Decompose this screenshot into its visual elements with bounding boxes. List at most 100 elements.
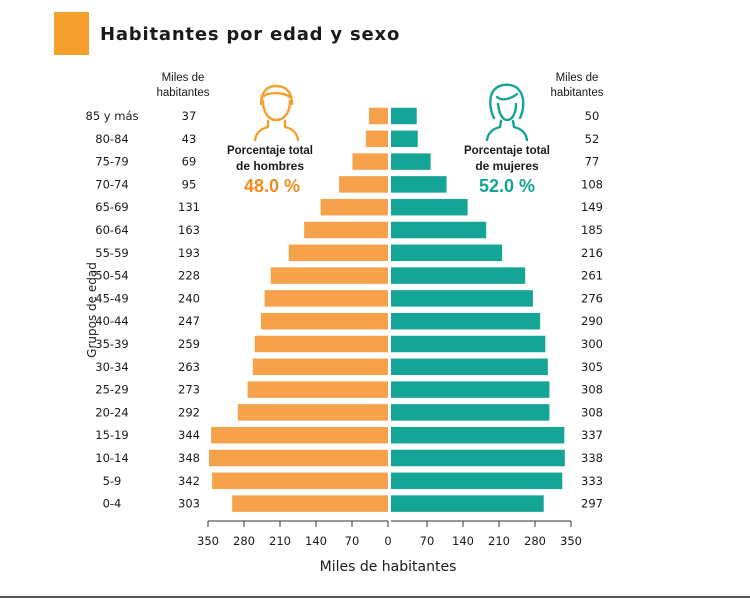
- value-label-women: 149: [581, 200, 603, 214]
- value-label-men: 228: [178, 269, 200, 283]
- bar-women: [391, 176, 447, 193]
- age-group-label: 0-4: [103, 497, 122, 511]
- x-tick-label: 70: [420, 534, 435, 548]
- value-label-men: 303: [178, 497, 200, 511]
- value-label-men: 193: [178, 246, 200, 260]
- value-label-men: 163: [178, 223, 200, 237]
- age-group-label: 60-64: [95, 223, 128, 237]
- value-label-women: 338: [581, 451, 603, 465]
- bar-women: [391, 381, 550, 398]
- bar-women: [391, 267, 526, 284]
- bar-men: [304, 221, 388, 239]
- left-unit-label-line1: Miles de: [162, 72, 205, 84]
- bar-men: [320, 198, 388, 216]
- value-label-men: 43: [182, 132, 197, 146]
- bar-men: [368, 107, 388, 125]
- bar-men: [212, 472, 388, 490]
- x-axis-title: Miles de habitantes: [320, 559, 457, 575]
- value-label-women: 337: [581, 428, 603, 442]
- bar-women: [391, 107, 417, 125]
- bar-men: [270, 267, 388, 284]
- value-label-women: 77: [585, 155, 600, 169]
- bar-men: [365, 130, 388, 148]
- value-label-women: 261: [581, 269, 603, 283]
- x-tick-label: 280: [233, 534, 255, 548]
- bar-women: [391, 130, 418, 148]
- men-percent: 48.0 %: [244, 176, 300, 196]
- age-group-label: 85 y más: [86, 109, 139, 123]
- bar-women: [391, 426, 565, 444]
- age-group-label: 15-19: [95, 428, 128, 442]
- age-group-label: 80-84: [95, 132, 128, 146]
- age-group-label: 55-59: [95, 246, 128, 260]
- value-label-men: 273: [178, 383, 200, 397]
- age-group-label: 30-34: [95, 360, 128, 374]
- age-group-label: 10-14: [95, 451, 128, 465]
- value-label-women: 290: [581, 314, 603, 328]
- bar-men: [252, 358, 388, 376]
- value-label-women: 52: [585, 132, 600, 146]
- value-label-men: 69: [182, 155, 197, 169]
- bar-women: [391, 290, 533, 307]
- bar-women: [391, 244, 503, 262]
- age-group-label: 40-44: [95, 314, 128, 328]
- value-label-women: 300: [581, 337, 603, 351]
- page-title: Habitantes por edad y sexo: [100, 24, 401, 45]
- value-label-men: 344: [178, 428, 200, 442]
- age-group-label: 20-24: [95, 405, 128, 419]
- age-group-label: 5-9: [103, 474, 122, 488]
- bar-men: [232, 495, 388, 512]
- age-group-label: 25-29: [95, 383, 128, 397]
- woman-icon: [485, 83, 529, 142]
- value-label-women: 308: [581, 383, 603, 397]
- age-group-label: 65-69: [95, 200, 128, 214]
- value-label-women: 216: [581, 246, 603, 260]
- x-tick-label: 350: [197, 534, 219, 548]
- x-tick-label: 140: [305, 534, 327, 548]
- bar-men: [260, 312, 388, 330]
- value-label-men: 240: [178, 291, 200, 305]
- title-color-square: [54, 12, 89, 55]
- value-label-men: 292: [178, 405, 200, 419]
- value-label-men: 95: [182, 177, 197, 191]
- bottom-divider: [0, 596, 750, 598]
- women-caption-line1: Porcentaje total: [464, 143, 550, 157]
- x-tick-label: 0: [384, 534, 391, 548]
- men-caption-line1: Porcentaje total: [227, 143, 313, 157]
- y-axis-title: Grupos de edad: [85, 262, 99, 358]
- bar-men: [264, 290, 388, 307]
- value-label-women: 276: [581, 291, 603, 305]
- bar-women: [391, 449, 565, 467]
- value-label-men: 348: [178, 451, 200, 465]
- x-tick-label: 280: [524, 534, 546, 548]
- bar-women: [391, 472, 563, 490]
- bar-women: [391, 221, 487, 239]
- value-label-men: 259: [178, 337, 200, 351]
- age-group-label: 75-79: [95, 155, 128, 169]
- bar-men: [339, 176, 388, 193]
- value-label-men: 131: [178, 200, 200, 214]
- x-tick-label: 70: [345, 534, 360, 548]
- x-tick-label: 140: [452, 534, 474, 548]
- bar-women: [391, 153, 431, 170]
- man-icon: [253, 84, 300, 142]
- bar-women: [391, 335, 546, 353]
- bar-women: [391, 404, 550, 421]
- right-unit-label-line2: habitantes: [550, 87, 603, 99]
- bar-women: [391, 495, 544, 512]
- x-tick-label: 350: [560, 534, 582, 548]
- right-unit-label-line1: Miles de: [556, 72, 599, 84]
- value-label-women: 185: [581, 223, 603, 237]
- x-tick-label: 210: [269, 534, 291, 548]
- age-group-label: 70-74: [95, 177, 128, 191]
- women-percent: 52.0 %: [479, 176, 535, 196]
- value-label-women: 108: [581, 177, 603, 191]
- value-label-men: 263: [178, 360, 200, 374]
- bar-women: [391, 312, 541, 330]
- age-group-label: 50-54: [95, 269, 128, 283]
- value-label-men: 247: [178, 314, 200, 328]
- bar-men: [209, 449, 388, 467]
- value-label-men: 37: [182, 109, 197, 123]
- value-label-women: 333: [581, 474, 603, 488]
